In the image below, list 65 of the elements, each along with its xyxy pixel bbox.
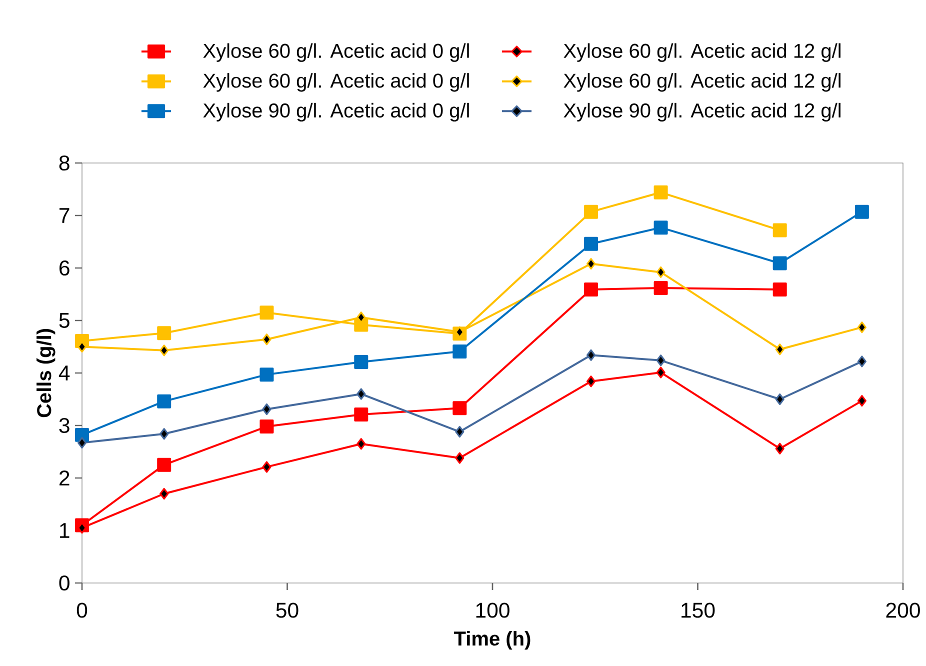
y-tick-label: 0	[59, 575, 70, 591]
x-tick-label: 0	[76, 602, 88, 618]
legend-label: Xylose 60 g/l. Acetic acid 0 g/l	[203, 73, 469, 92]
y-tick-label: 2	[59, 470, 70, 486]
point	[654, 185, 668, 200]
y-tick-label: 7	[60, 208, 70, 223]
legend-label: Xylose 90 g/l. Acetic acid 12 g/l	[564, 102, 840, 122]
x-tick-label: 200	[886, 602, 920, 618]
y-tick-label: 3	[59, 418, 70, 434]
point	[160, 488, 169, 500]
point	[157, 394, 172, 408]
point	[354, 354, 368, 369]
y-tick-label: 4	[58, 366, 70, 380]
point	[452, 344, 467, 358]
y-tick-label: 6	[60, 260, 70, 276]
y-tick-label: 5	[59, 313, 70, 328]
point	[455, 426, 464, 438]
point	[584, 236, 598, 251]
point	[854, 204, 869, 219]
point	[772, 256, 787, 270]
point	[775, 442, 784, 454]
y-tick-label: 1	[60, 523, 70, 538]
point	[160, 428, 169, 440]
point	[262, 334, 272, 346]
point	[356, 438, 366, 450]
point	[260, 368, 274, 382]
point	[452, 401, 467, 416]
point	[77, 437, 87, 449]
point	[775, 393, 784, 406]
point	[157, 458, 172, 472]
legend-label: Xylose 90 g/l. Acetic acid 0 g/l	[203, 102, 469, 122]
legend-label: Xylose 60 g/l. Acetic acid 12 g/l	[564, 43, 840, 62]
legend-label: Xylose 60 g/l. Acetic acid 0 g/l	[203, 43, 469, 62]
point	[772, 223, 787, 238]
y-tick-label: 8	[59, 155, 70, 171]
point	[584, 282, 598, 297]
point	[160, 344, 169, 356]
point	[455, 452, 464, 464]
legend-label: Xylose 60 g/l. Acetic acid 12 g/l	[564, 73, 840, 92]
point	[260, 420, 274, 434]
x-axis-title: Time (h)	[454, 630, 530, 650]
point	[262, 461, 272, 473]
point	[356, 388, 366, 400]
point	[584, 204, 598, 219]
point	[857, 356, 866, 368]
point	[654, 220, 668, 235]
point	[586, 258, 596, 270]
point	[656, 366, 666, 378]
point	[772, 282, 787, 297]
point	[260, 306, 274, 320]
point	[656, 354, 666, 366]
point	[654, 280, 668, 295]
x-tick-label: 100	[476, 602, 510, 618]
point	[157, 326, 172, 340]
point	[656, 266, 666, 278]
point	[857, 395, 866, 407]
point	[586, 349, 596, 361]
y-axis-title: Cells (g/l)	[36, 328, 56, 418]
point	[775, 344, 784, 356]
point	[262, 403, 272, 416]
x-tick-label: 50	[276, 602, 298, 618]
x-tick-label: 150	[682, 602, 715, 618]
point	[857, 322, 866, 334]
point	[586, 376, 596, 388]
point	[354, 407, 368, 422]
